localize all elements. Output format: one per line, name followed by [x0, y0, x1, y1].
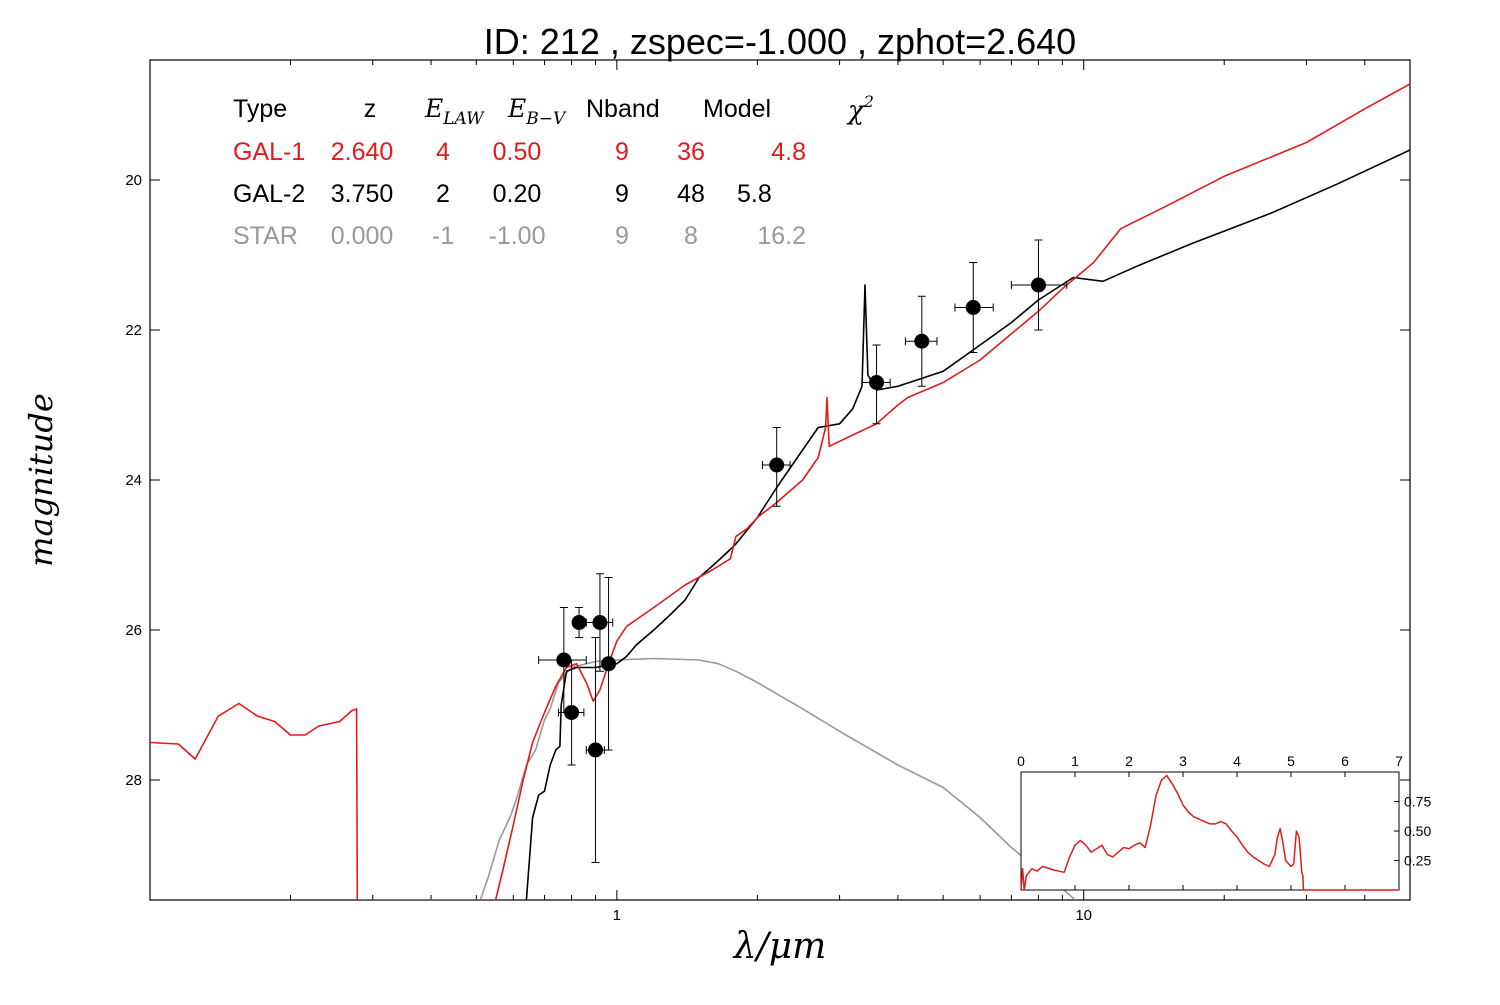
photometry-marker — [592, 615, 608, 630]
legend-table: Type z Nband Model ELAW EB−V χ2 GAL-1 2.640 4 0.50… — [233, 92, 874, 250]
legend-cell-ebv: -1.00 — [489, 222, 546, 250]
photometry-marker — [769, 457, 785, 473]
legend-row-gal-1: GAL-1 2.640 4 0.50 9 36 4.8 — [233, 138, 806, 166]
legend-header: χ2 — [846, 92, 874, 126]
inset-x-tick-label: 4 — [1233, 753, 1241, 769]
photometry-marker — [869, 375, 885, 390]
x-tick-label: 10 — [1075, 907, 1092, 924]
inset-x-tick-label: 2 — [1125, 753, 1133, 769]
legend-row-gal-2: GAL-2 3.750 2 0.20 9 48 5.8 — [233, 180, 772, 208]
inset-x-tick-label: 7 — [1395, 753, 1403, 769]
y-tick-label: 20 — [125, 172, 142, 189]
x-axis-label: λ/μm — [732, 926, 826, 967]
photometry-point — [954, 262, 994, 353]
y-tick-label: 22 — [125, 322, 142, 339]
legend-cell-model: 8 — [684, 222, 698, 250]
inset-x-tick-label: 6 — [1341, 753, 1349, 769]
y-axis-label: magnitude — [22, 393, 60, 567]
legend-cell-ebv: 0.20 — [493, 180, 542, 208]
legend-header: z — [364, 95, 377, 123]
legend-cell-z: 0.000 — [331, 222, 394, 250]
x-tick-label: 1 — [613, 907, 621, 924]
legend-cell-nband: 9 — [615, 138, 629, 166]
legend-header: Nband — [586, 95, 660, 123]
legend-cell-elaw: -1 — [432, 222, 454, 250]
inset-x-tick-label: 3 — [1179, 753, 1187, 769]
photometry-marker — [965, 300, 981, 315]
sed-line-star — [479, 657, 1076, 900]
sed-line-gal-1 — [150, 83, 1410, 900]
legend-cell-nband: 9 — [615, 180, 629, 208]
inset-y-tick-label: 0.50 — [1404, 823, 1431, 839]
legend-cell-ebv: 0.50 — [493, 138, 542, 166]
legend-cell-nband: 9 — [615, 222, 629, 250]
inset-y-tick-label: 0.25 — [1404, 853, 1431, 869]
photometry-group — [538, 239, 1068, 863]
legend-cell-type: STAR — [233, 222, 298, 250]
photometry-point — [861, 344, 891, 425]
legend-cell-z: 2.640 — [331, 138, 394, 166]
photometry-point — [1010, 239, 1068, 331]
legend-cell-type: GAL-2 — [233, 180, 305, 208]
legend-cell-model: 48 — [677, 180, 705, 208]
legend-cell-chi2: 16.2 — [757, 222, 806, 250]
photometry-marker — [914, 333, 930, 349]
legend-header: Model — [703, 95, 771, 123]
photometry-marker — [564, 705, 580, 720]
legend-row-star: STAR 0.000 -1 -1.00 9 8 16.2 — [233, 222, 806, 250]
inset-x-tick-label: 5 — [1287, 753, 1295, 769]
photometry-point — [601, 577, 617, 751]
photometry-point — [904, 295, 938, 387]
legend-cell-z: 3.750 — [331, 180, 394, 208]
photometry-point — [571, 607, 587, 638]
inset-y-tick-label: 0.75 — [1404, 794, 1431, 810]
photometry-marker — [587, 742, 603, 758]
photometry-point — [761, 427, 791, 507]
photometry-point — [558, 659, 585, 766]
photometry-marker — [571, 615, 587, 630]
inset-pdz-line — [1020, 774, 1399, 891]
y-tick-label: 24 — [125, 472, 142, 489]
inset-x-tick-label: 1 — [1071, 753, 1079, 769]
photometry-marker — [556, 652, 572, 668]
y-tick-label: 26 — [125, 622, 142, 639]
legend-cell-chi2: 5.8 — [737, 180, 772, 208]
photometry-marker — [601, 656, 617, 672]
legend-cell-elaw: 4 — [436, 138, 450, 166]
legend-cell-chi2: 4.8 — [771, 138, 806, 166]
inset-axis-ticks: 0 1 2 3 4 5 6 7 0.25 0.50 0.75 — [1017, 753, 1431, 890]
main-plot-area — [150, 83, 1410, 900]
legend-header: ELAW — [424, 94, 485, 129]
photometry-point — [585, 637, 605, 863]
chart-title: ID: 212 , zspec=-1.000 , zphot=2.640 — [484, 21, 1076, 62]
photometry-point — [538, 607, 587, 713]
inset-series-group — [1020, 774, 1399, 891]
legend-header: Type — [233, 95, 287, 123]
inset-x-tick-label: 0 — [1017, 753, 1025, 769]
legend-cell-model: 36 — [677, 138, 705, 166]
inset-pdz-plot: 0 1 2 3 4 5 6 7 0.25 0.50 0.75 — [1017, 753, 1431, 891]
legend-cell-elaw: 2 — [436, 180, 450, 208]
inset-frame — [1020, 771, 1400, 891]
legend-cell-type: GAL-1 — [233, 138, 305, 166]
y-tick-label: 28 — [125, 772, 142, 789]
legend-header: EB−V — [507, 94, 567, 129]
photometry-marker — [1030, 277, 1046, 293]
